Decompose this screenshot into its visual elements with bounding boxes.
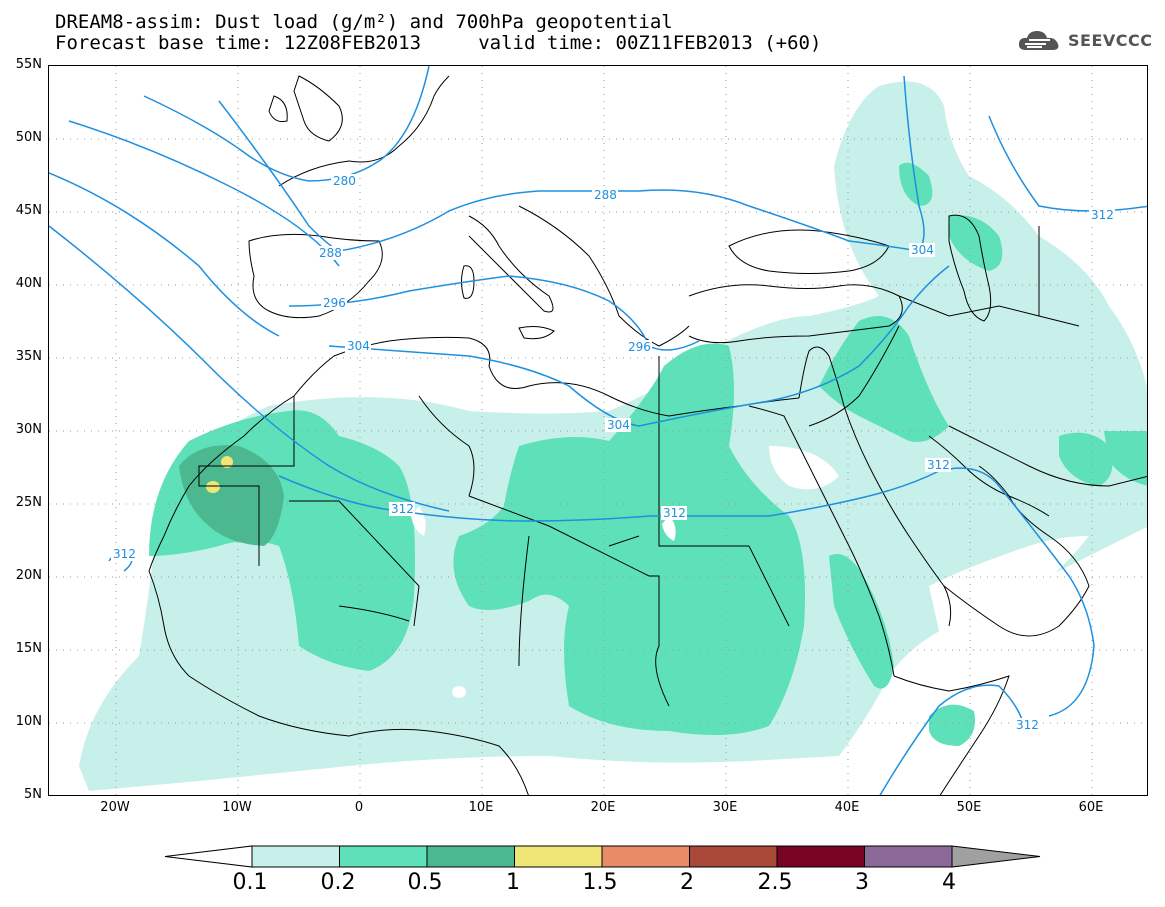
contour-label-group: 280 288 288 296 296 304 304 304 312 312 … (111, 174, 1115, 732)
lat-label: 35N (15, 349, 42, 364)
colorbar-label: 2 (680, 870, 694, 895)
lon-label: 50E (956, 800, 982, 815)
lat-label: 40N (15, 276, 42, 291)
contour-312-ne (988, 115, 1147, 212)
lon-label: 60E (1078, 800, 1104, 815)
lat-label: 20N (15, 568, 42, 583)
contour-304 (328, 265, 950, 427)
colorbar-swatch (514, 845, 603, 868)
contour-312 (278, 467, 1095, 717)
contour-280 (143, 66, 430, 182)
dust-shading-0.2 (149, 162, 1147, 746)
contour-label: 312 (1091, 208, 1114, 222)
contour-label: 304 (607, 418, 630, 432)
graticule (49, 66, 1147, 795)
contour-label: 312 (391, 502, 414, 516)
lat-label: 25N (15, 495, 42, 510)
colorbar-label: 2.5 (757, 870, 793, 895)
cloud-icon (1018, 31, 1059, 50)
lat-label: 45N (15, 203, 42, 218)
contour-label: 296 (628, 340, 651, 354)
dust-shading-1 (206, 456, 233, 493)
lon-label: 40E (834, 800, 860, 815)
contour-280-west (68, 120, 340, 267)
colorbar-swatch (864, 845, 953, 868)
contour-label: 312 (927, 458, 950, 472)
contour-label: 312 (663, 506, 686, 520)
seevccc-logo: SEEVCCC (1016, 26, 1153, 54)
lat-label: 15N (15, 641, 42, 656)
colorbar-under-triangle (164, 845, 253, 868)
logo-text: SEEVCCC (1068, 30, 1153, 50)
dust-free-areas (411, 446, 1089, 698)
contour-296-west (49, 225, 450, 512)
contour-label: 304 (347, 339, 370, 353)
colorbar-label: 0.2 (320, 870, 356, 895)
lat-label: 5N (24, 787, 42, 802)
colorbar-over-triangle (951, 845, 1041, 868)
lon-label: 0 (354, 800, 364, 815)
forecast-time-subtitle: Forecast base time: 12Z08FEB2013 valid t… (55, 32, 822, 54)
colorbar-label: 0.1 (232, 870, 268, 895)
colorbar-label: 1.5 (582, 870, 618, 895)
colorbar-swatch (339, 845, 428, 868)
colorbar-label: 4 (942, 870, 956, 895)
colorbar-swatch (251, 845, 340, 868)
colorbar-label: 1 (506, 870, 520, 895)
contour-label: 280 (333, 174, 356, 188)
lat-label: 10N (15, 714, 42, 729)
contour-288 (218, 100, 920, 252)
contour-label: 312 (113, 547, 136, 561)
contour-label: 296 (323, 296, 346, 310)
contour-label: 312 (1016, 718, 1039, 732)
lon-label: 10E (468, 800, 494, 815)
lon-label: 10W (222, 800, 252, 815)
colorbar-swatch (776, 845, 865, 868)
colorbar-label: 3 (855, 870, 869, 895)
contour-312-horn (879, 684, 1025, 795)
dust-map: 280 288 288 296 296 304 304 304 312 312 … (49, 66, 1147, 795)
dust-shading-0.5 (179, 445, 284, 546)
lon-label: 20E (590, 800, 616, 815)
lat-label: 55N (15, 57, 42, 72)
lon-label: 30E (712, 800, 738, 815)
colorbar-swatches (164, 845, 1041, 868)
colorbar-swatch (689, 845, 778, 868)
colorbar-swatch (601, 845, 690, 868)
contour-label: 288 (319, 246, 342, 260)
colorbar-label: 0.5 (407, 870, 443, 895)
lat-label: 30N (15, 422, 42, 437)
lon-label: 20W (100, 800, 130, 815)
coastlines-borders (148, 75, 1147, 795)
colorbar-swatch (426, 845, 515, 868)
contour-label: 288 (594, 188, 617, 202)
contour-304-ne (903, 75, 925, 252)
geopotential-contours (49, 66, 1147, 795)
contour-288-west (49, 172, 280, 337)
map-title: DREAM8-assim: Dust load (g/m²) and 700hP… (55, 11, 673, 33)
lat-label: 50N (15, 130, 42, 145)
contour-label: 304 (911, 243, 934, 257)
map-area: 280 288 288 296 296 304 304 304 312 312 … (48, 65, 1148, 796)
